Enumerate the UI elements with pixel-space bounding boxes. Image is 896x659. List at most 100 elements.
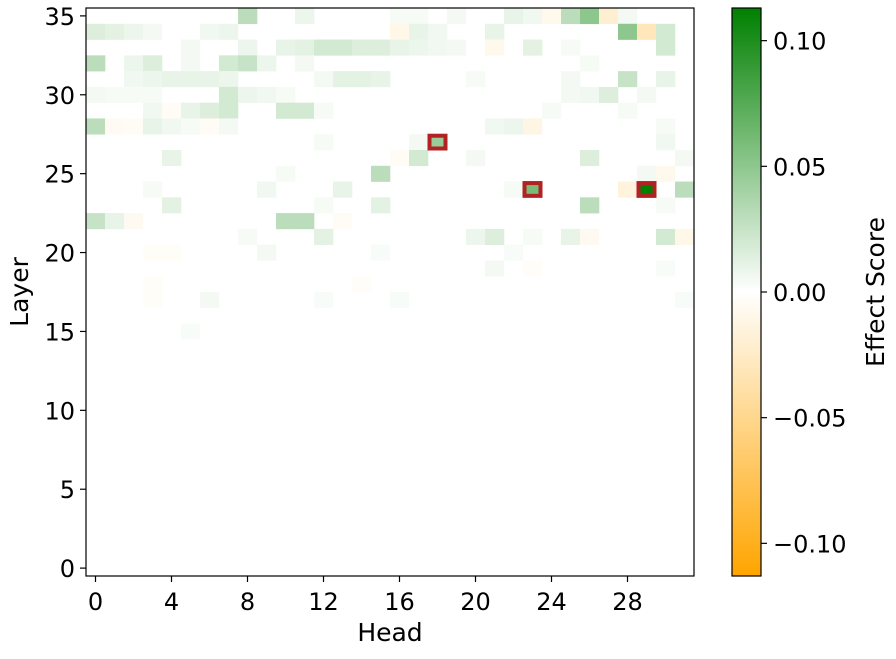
heatmap-cell	[219, 102, 239, 119]
heatmap-cell	[504, 181, 524, 198]
colorbar-tick-label: −0.10	[773, 530, 847, 558]
y-tick-label: 35	[44, 3, 75, 31]
heatmap-cell	[485, 39, 505, 56]
heatmap-cell	[295, 55, 315, 72]
heatmap-cell	[86, 23, 106, 40]
heatmap-cell	[599, 8, 619, 25]
heatmap-cell	[314, 102, 334, 119]
heatmap-cell	[200, 118, 220, 135]
heatmap-cell	[238, 86, 258, 103]
heatmap-cell	[656, 23, 676, 40]
heatmap-cell	[428, 39, 448, 56]
colorbar-label: Effect Score	[861, 217, 890, 367]
heatmap-cell	[656, 197, 676, 214]
y-tick-label: 30	[44, 82, 75, 110]
heatmap-cell	[276, 102, 296, 119]
heatmap-cell	[200, 102, 220, 119]
heatmap-cell	[257, 244, 277, 261]
heatmap-cell	[181, 102, 201, 119]
heatmap-cell	[352, 276, 372, 293]
heatmap-cell	[599, 86, 619, 103]
heatmap-cell	[162, 71, 182, 88]
x-tick-label: 4	[164, 588, 179, 616]
heatmap-cell	[409, 134, 429, 151]
heatmap-cell	[409, 8, 429, 25]
heatmap-cell	[86, 118, 106, 135]
heatmap-cell	[314, 71, 334, 88]
heatmap-cell	[295, 8, 315, 25]
heatmap-cell	[238, 228, 258, 245]
highlight-box	[427, 133, 448, 151]
heatmap-cell	[580, 150, 600, 167]
heatmap-cell	[390, 150, 410, 167]
heatmap-cell	[295, 213, 315, 230]
heatmap-cell	[523, 260, 543, 277]
heatmap-cells	[86, 8, 695, 340]
heatmap-cell	[200, 292, 220, 309]
heatmap-cell	[352, 39, 372, 56]
heatmap-cell	[219, 118, 239, 135]
heatmap-cell	[637, 23, 657, 40]
heatmap-cell	[333, 213, 353, 230]
heatmap-cell	[656, 134, 676, 151]
heatmap-cell	[238, 8, 258, 25]
heatmap-cell	[143, 292, 163, 309]
heatmap-cell	[238, 39, 258, 56]
heatmap-cell	[675, 228, 695, 245]
heatmap-cell	[124, 71, 144, 88]
heatmap-cell	[181, 71, 201, 88]
heatmap-cell	[561, 39, 581, 56]
x-tick-label: 8	[240, 588, 255, 616]
heatmap-cell	[181, 55, 201, 72]
heatmap-cell	[561, 71, 581, 88]
heatmap-cell	[314, 228, 334, 245]
heatmap-cell	[637, 165, 657, 182]
heatmap-cell	[656, 118, 676, 135]
heatmap-cell	[314, 197, 334, 214]
heatmap-cell	[656, 71, 676, 88]
heatmap-cell	[86, 213, 106, 230]
heatmap-cell	[200, 71, 220, 88]
heatmap-cell	[409, 39, 429, 56]
heatmap-cell	[219, 86, 239, 103]
y-axis-label: Layer	[5, 256, 34, 326]
heatmap-cell	[390, 39, 410, 56]
heatmap-cell	[637, 181, 657, 198]
heatmap-cell	[333, 181, 353, 198]
heatmap-cell	[352, 71, 372, 88]
heatmap-cell	[504, 244, 524, 261]
heatmap-cell	[219, 71, 239, 88]
heatmap-cell	[485, 23, 505, 40]
heatmap-cell	[675, 181, 695, 198]
heatmap-cell	[143, 71, 163, 88]
heatmap-cell	[295, 102, 315, 119]
colorbar-tick-label: 0.00	[773, 279, 826, 307]
heatmap-cell	[162, 197, 182, 214]
x-tick-label: 28	[612, 588, 643, 616]
heatmap-cell	[162, 118, 182, 135]
heatmap-cell	[466, 150, 486, 167]
heatmap-cell	[162, 150, 182, 167]
heatmap-cell	[580, 228, 600, 245]
heatmap-cell	[143, 23, 163, 40]
heatmap-cell	[314, 134, 334, 151]
heatmap-cell	[485, 228, 505, 245]
heatmap-cell	[618, 102, 638, 119]
heatmap-cell	[580, 8, 600, 25]
heatmap-cell	[162, 102, 182, 119]
highlight-box	[522, 181, 543, 198]
heatmap-cell	[124, 55, 144, 72]
heatmap-cell	[124, 213, 144, 230]
heatmap-cell	[143, 181, 163, 198]
heatmap-cell	[314, 39, 334, 56]
heatmap-cell	[181, 323, 201, 340]
heatmap-cell	[428, 23, 448, 40]
colorbar	[731, 7, 762, 577]
heatmap-cell	[257, 86, 277, 103]
heatmap-cell	[105, 23, 125, 40]
heatmap-cell	[466, 71, 486, 88]
heatmap-cell	[276, 213, 296, 230]
heatmap-cell	[523, 181, 543, 198]
heatmap-cell	[86, 55, 106, 72]
heatmap-cell	[124, 118, 144, 135]
